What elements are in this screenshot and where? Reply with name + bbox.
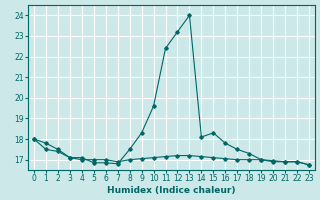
X-axis label: Humidex (Indice chaleur): Humidex (Indice chaleur) [107, 186, 236, 195]
